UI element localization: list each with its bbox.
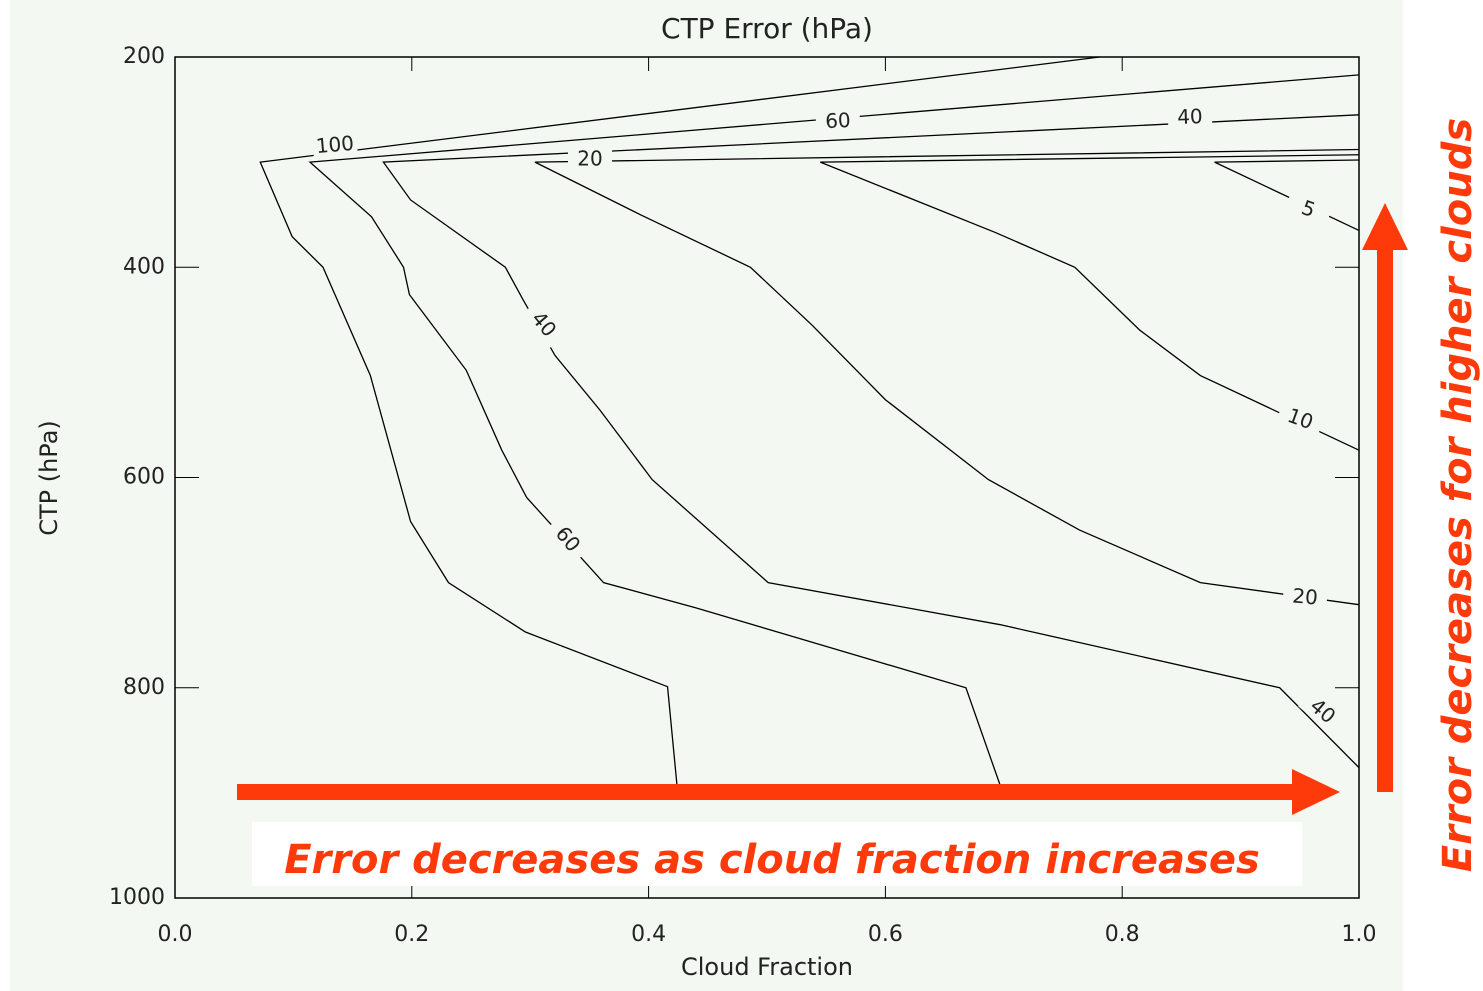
contour-label: 20 xyxy=(577,147,602,171)
contour-line xyxy=(308,74,1360,786)
contour-label-bg xyxy=(1167,106,1213,130)
y-tick-label: 800 xyxy=(123,675,165,700)
y-tick-label: 600 xyxy=(123,465,165,490)
y-tick-label: 400 xyxy=(123,254,165,279)
plot-frame xyxy=(174,56,1360,899)
contour-label: 60 xyxy=(825,108,852,133)
contour-label: 100 xyxy=(315,131,355,158)
contour-line xyxy=(382,114,1360,769)
x-tick-label: 0.2 xyxy=(394,922,429,947)
arrow-head xyxy=(1362,203,1408,250)
y-tick-label: 1000 xyxy=(109,885,165,910)
contour-label-bg xyxy=(544,516,590,564)
contour-label: 40 xyxy=(1177,104,1203,129)
x-tick-label: 0.4 xyxy=(631,922,666,947)
arrow-head xyxy=(1292,769,1340,815)
annotation: Error decreases as cloud fraction increa… xyxy=(284,837,1260,883)
contour-label-bg xyxy=(1282,585,1328,611)
contour-label: 20 xyxy=(1291,583,1318,609)
contour-label-bg xyxy=(815,109,861,135)
contour-label-bg xyxy=(568,149,612,171)
x-axis-label: Cloud Fraction xyxy=(681,953,853,981)
x-tick-label: 0.0 xyxy=(158,922,193,947)
plot-area: 0.0 0.2 0.4 0.6 0.8 1.02004006008001000100606… xyxy=(109,44,1377,947)
chart-title: CTP Error (hPa) xyxy=(661,12,873,45)
x-tick-label: 0.8 xyxy=(1105,922,1140,947)
contour-line xyxy=(259,56,1100,786)
annotation: Error decreases for higher clouds xyxy=(1435,118,1481,872)
contour-label-bg xyxy=(312,133,358,159)
x-tick-label: 1.0 xyxy=(1342,922,1377,947)
contour-label-bg xyxy=(1298,689,1346,735)
y-tick-label: 200 xyxy=(123,44,165,69)
contour-label-bg xyxy=(1283,192,1333,228)
x-tick-label: 0.6 xyxy=(868,922,903,947)
contour-label-bg xyxy=(1275,402,1325,438)
contour-line xyxy=(534,148,1360,606)
y-axis-label: CTP (hPa) xyxy=(35,420,63,536)
contour-label-bg xyxy=(520,301,566,349)
annotation-box xyxy=(252,822,1302,886)
contour-line xyxy=(820,154,1360,451)
